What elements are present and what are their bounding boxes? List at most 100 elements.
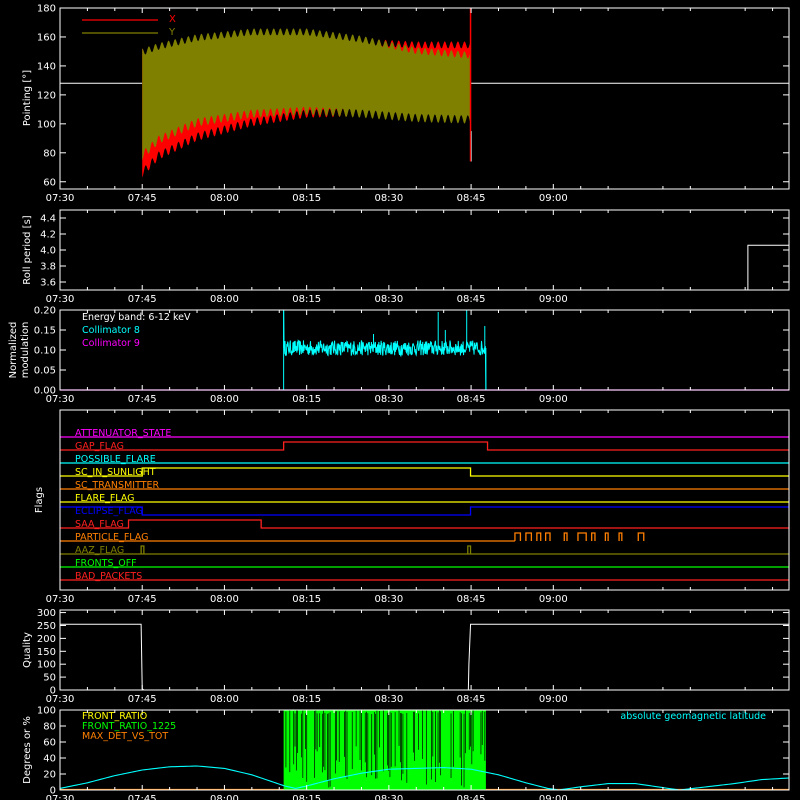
pointing-y-label: Pointing [°] (22, 70, 33, 126)
flag-label: SAA_FLAG (75, 519, 124, 530)
legend-collimator-8: Collimator 8 (82, 325, 140, 336)
x-tick-label: 07:45 (128, 694, 157, 705)
y-tick-label: 80 (43, 148, 56, 159)
geomagnetic-latitude-label: absolute geomagnetic latitude (620, 711, 766, 722)
x-tick-label: 08:15 (292, 794, 321, 800)
modulation-x-ticks: 07:30 07:45 08:00 08:15 08:30 08:45 09:00 (46, 310, 774, 405)
legend-y-label: Y (168, 27, 176, 38)
y-tick-label: 4.4 (40, 214, 56, 225)
geomagnetic-latitude-line (59, 765, 790, 791)
flags-y-label: Flags (34, 487, 45, 513)
ratio-panel: 0 20 40 60 80 100 07:30 07:45 08:00 08:15 08:30 08… (22, 706, 790, 800)
modulation-panel: 0.00 0.05 0.10 0.15 0.20 07:30 07:45 08:00 08:1… (8, 306, 790, 405)
x-tick-label: 08:30 (374, 193, 403, 204)
y-tick-label: 20 (43, 770, 56, 781)
collimator-8-line (283, 309, 487, 391)
flag-label: ATTENUATOR_STATE (75, 428, 171, 439)
x-tick-label: 09:00 (539, 594, 568, 605)
quality-y-ticks: 0 50 100 150 200 250 300 (37, 608, 789, 697)
y-tick-label: 300 (37, 608, 56, 619)
energy-band-annotation: Energy band: 6-12 keV (82, 312, 191, 323)
x-tick-label: 08:45 (457, 193, 486, 204)
modulation-y-label-line2: modulation (20, 322, 31, 379)
x-tick-label: 08:00 (210, 694, 239, 705)
y-tick-label: 250 (37, 621, 56, 632)
flag-label: PARTICLE_FLAG (75, 532, 148, 543)
pointing-x-ticks: 07:30 07:45 08:00 08:15 08:30 08:45 09:00 (46, 8, 774, 204)
pointing-y-ticks: 60 80 100 120 140 160 180 (37, 4, 789, 188)
x-tick-label: 08:00 (210, 193, 239, 204)
modulation-y-label-line1: Normalized (8, 322, 19, 379)
x-tick-label: 08:45 (457, 594, 486, 605)
flag-label: SC_TRANSMITTER (75, 480, 160, 491)
y-tick-label: 3.6 (40, 278, 56, 289)
x-tick-label: 08:45 (457, 794, 486, 800)
y-tick-label: 3.8 (40, 262, 56, 273)
flag-label: POSSIBLE_FLARE (75, 454, 156, 465)
y-tick-label: 0 (50, 786, 56, 797)
x-tick-label: 07:30 (46, 294, 75, 305)
y-tick-label: 100 (37, 706, 56, 717)
roll-period-line (747, 244, 789, 290)
y-tick-label: 60 (43, 177, 56, 188)
ratio-y-label: Degrees or % (22, 716, 33, 784)
y-tick-label: 140 (37, 61, 56, 72)
x-tick-label: 08:45 (457, 694, 486, 705)
y-tick-label: 100 (37, 660, 56, 671)
flags-plot-marks: ATTENUATOR_STATE GAP_FLAG POSSIBLE_FLARE SC… (60, 428, 789, 582)
x-tick-label: 08:15 (292, 394, 321, 405)
x-tick-label: 09:00 (539, 794, 568, 800)
flag-pulse (604, 532, 609, 541)
flag-label: BAD_PACKETS (75, 571, 142, 582)
roll-period-plot-marks (747, 244, 789, 290)
flag-label: ECLIPSE_FLAG (75, 506, 143, 517)
flag-line-gap-flag (60, 441, 789, 451)
x-tick-label: 08:15 (292, 193, 321, 204)
x-tick-label: 09:00 (539, 394, 568, 405)
flags-x-ticks: 07:30 07:45 08:00 08:15 08:30 08:45 09:00 (46, 410, 774, 605)
y-tick-label: 200 (37, 634, 56, 645)
pointing-series-y-band (142, 28, 471, 161)
flag-pulse (577, 532, 587, 541)
y-tick-label: 120 (37, 90, 56, 101)
ratio-x-ticks: 07:30 07:45 08:00 08:15 08:30 08:45 09:00 (46, 710, 774, 800)
y-tick-label: 60 (43, 738, 56, 749)
modulation-y-ticks: 0.00 0.05 0.10 0.15 0.20 (34, 306, 789, 397)
flag-pulse (563, 532, 568, 541)
flag-pulse (637, 532, 645, 541)
flag-pulse (536, 532, 542, 541)
y-tick-label: 0.00 (34, 386, 56, 397)
x-tick-label: 09:00 (539, 294, 568, 305)
x-tick-label: 08:00 (210, 394, 239, 405)
y-tick-label: 100 (37, 119, 56, 130)
flag-label: SC_IN_SUNLIGHT (75, 467, 156, 478)
ratio-axes-frame (59, 709, 790, 791)
flag-pulse (618, 532, 623, 541)
flag-line-eclipse-flag (60, 506, 789, 516)
flags-axes-frame (59, 409, 790, 591)
pointing-panel: 60 80 100 120 140 160 180 07:30 07:45 08:00 08:15… (22, 4, 790, 204)
ratio-plot-marks (59, 710, 790, 791)
roll-period-panel: 3.6 3.8 4.0 4.2 4.4 07:30 07:45 08:00 08:15 08:3… (22, 209, 790, 305)
flag-pulse (514, 532, 522, 541)
y-tick-label: 0.05 (34, 366, 56, 377)
y-tick-label: 4.2 (40, 230, 56, 241)
flag-line-sc-in-sunlight (60, 467, 789, 477)
x-tick-label: 07:45 (128, 294, 157, 305)
y-tick-label: 0.10 (34, 346, 56, 357)
legend-x-label: X (169, 14, 176, 25)
flag-pulse (591, 532, 596, 541)
flag-pulse (140, 545, 145, 554)
x-tick-label: 08:00 (210, 294, 239, 305)
y-tick-label: 0 (50, 686, 56, 697)
roll-period-y-ticks: 3.6 3.8 4.0 4.2 4.4 (40, 214, 789, 289)
x-tick-label: 07:30 (46, 694, 75, 705)
x-tick-label: 08:30 (374, 394, 403, 405)
y-tick-label: 50 (43, 673, 56, 684)
flag-label: FLARE_FLAG (75, 493, 135, 504)
x-tick-label: 08:00 (210, 594, 239, 605)
x-tick-label: 08:15 (292, 694, 321, 705)
